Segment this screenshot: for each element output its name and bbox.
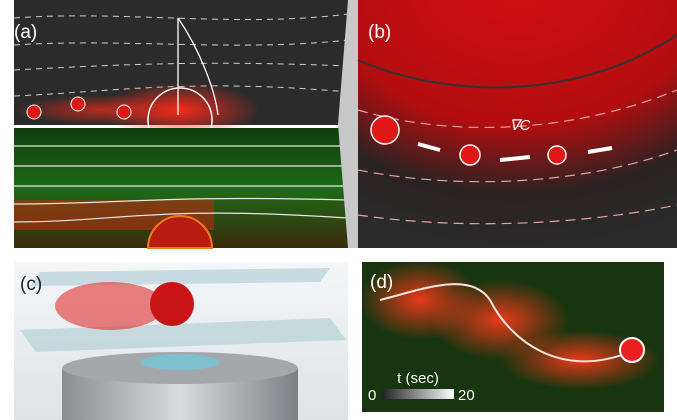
decoration: [27, 105, 41, 119]
decoration: [620, 338, 644, 362]
colorbar-title: t (sec): [397, 370, 439, 387]
colorbar-min: 0: [368, 387, 376, 404]
decoration: [548, 146, 566, 164]
panel-label: (a): [14, 22, 37, 43]
panel-label: (b): [368, 22, 391, 43]
decoration: [71, 97, 85, 111]
decoration: [371, 116, 399, 144]
panel-label: (d): [370, 272, 393, 293]
gradient-label: ∇C: [510, 117, 531, 134]
decoration: [55, 282, 165, 330]
panel-label: (c): [20, 274, 42, 295]
colorbar: [382, 389, 454, 399]
decoration: [460, 145, 480, 165]
panel-c: (c): [14, 262, 348, 420]
panel-d: t (sec) 0 20 (d): [360, 260, 664, 412]
decoration: [117, 105, 131, 119]
decoration: [140, 354, 220, 370]
colorbar-max: 20: [458, 387, 475, 404]
decoration: [150, 282, 194, 326]
panel-b: ∇C (b): [358, 0, 677, 248]
figure: (a) ∇C (b): [0, 0, 677, 420]
panel-a-micrograph: [14, 128, 348, 248]
